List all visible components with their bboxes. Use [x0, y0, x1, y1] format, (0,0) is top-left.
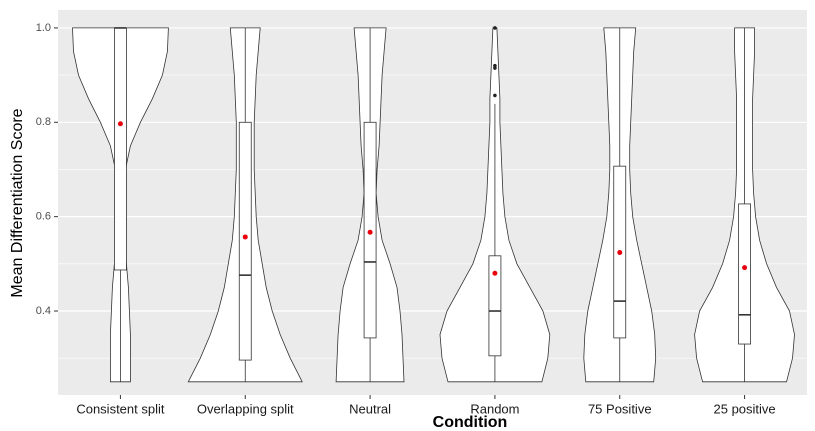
x-tick-label: Consistent split	[76, 401, 165, 416]
y-tick-label: 0.6	[36, 211, 51, 223]
x-tick-label: 75 Positive	[588, 401, 652, 416]
y-tick-label: 0.8	[36, 116, 51, 128]
mean	[367, 229, 373, 235]
x-axis-label: Condition	[433, 414, 508, 431]
mean	[617, 250, 623, 256]
box	[738, 203, 751, 345]
x-tick-label: 25 positive	[714, 401, 776, 416]
y-tick-label: 1.0	[36, 22, 51, 34]
mean	[242, 234, 248, 240]
box	[114, 27, 127, 271]
y-tick-label: 0.4	[36, 305, 51, 317]
box	[488, 255, 502, 357]
x-tick-label: Overlapping split	[197, 401, 294, 416]
mean	[742, 265, 748, 271]
x-tick-label: Random	[470, 401, 519, 416]
mean	[492, 270, 498, 276]
plot-background	[58, 10, 807, 395]
outlier	[493, 26, 497, 30]
outlier	[493, 93, 497, 98]
box	[238, 121, 252, 361]
outlier	[493, 66, 497, 70]
x-tick-label: Neutral	[349, 401, 391, 416]
mean	[117, 121, 123, 127]
y-axis-label: Mean Differentiation Score	[9, 108, 26, 297]
